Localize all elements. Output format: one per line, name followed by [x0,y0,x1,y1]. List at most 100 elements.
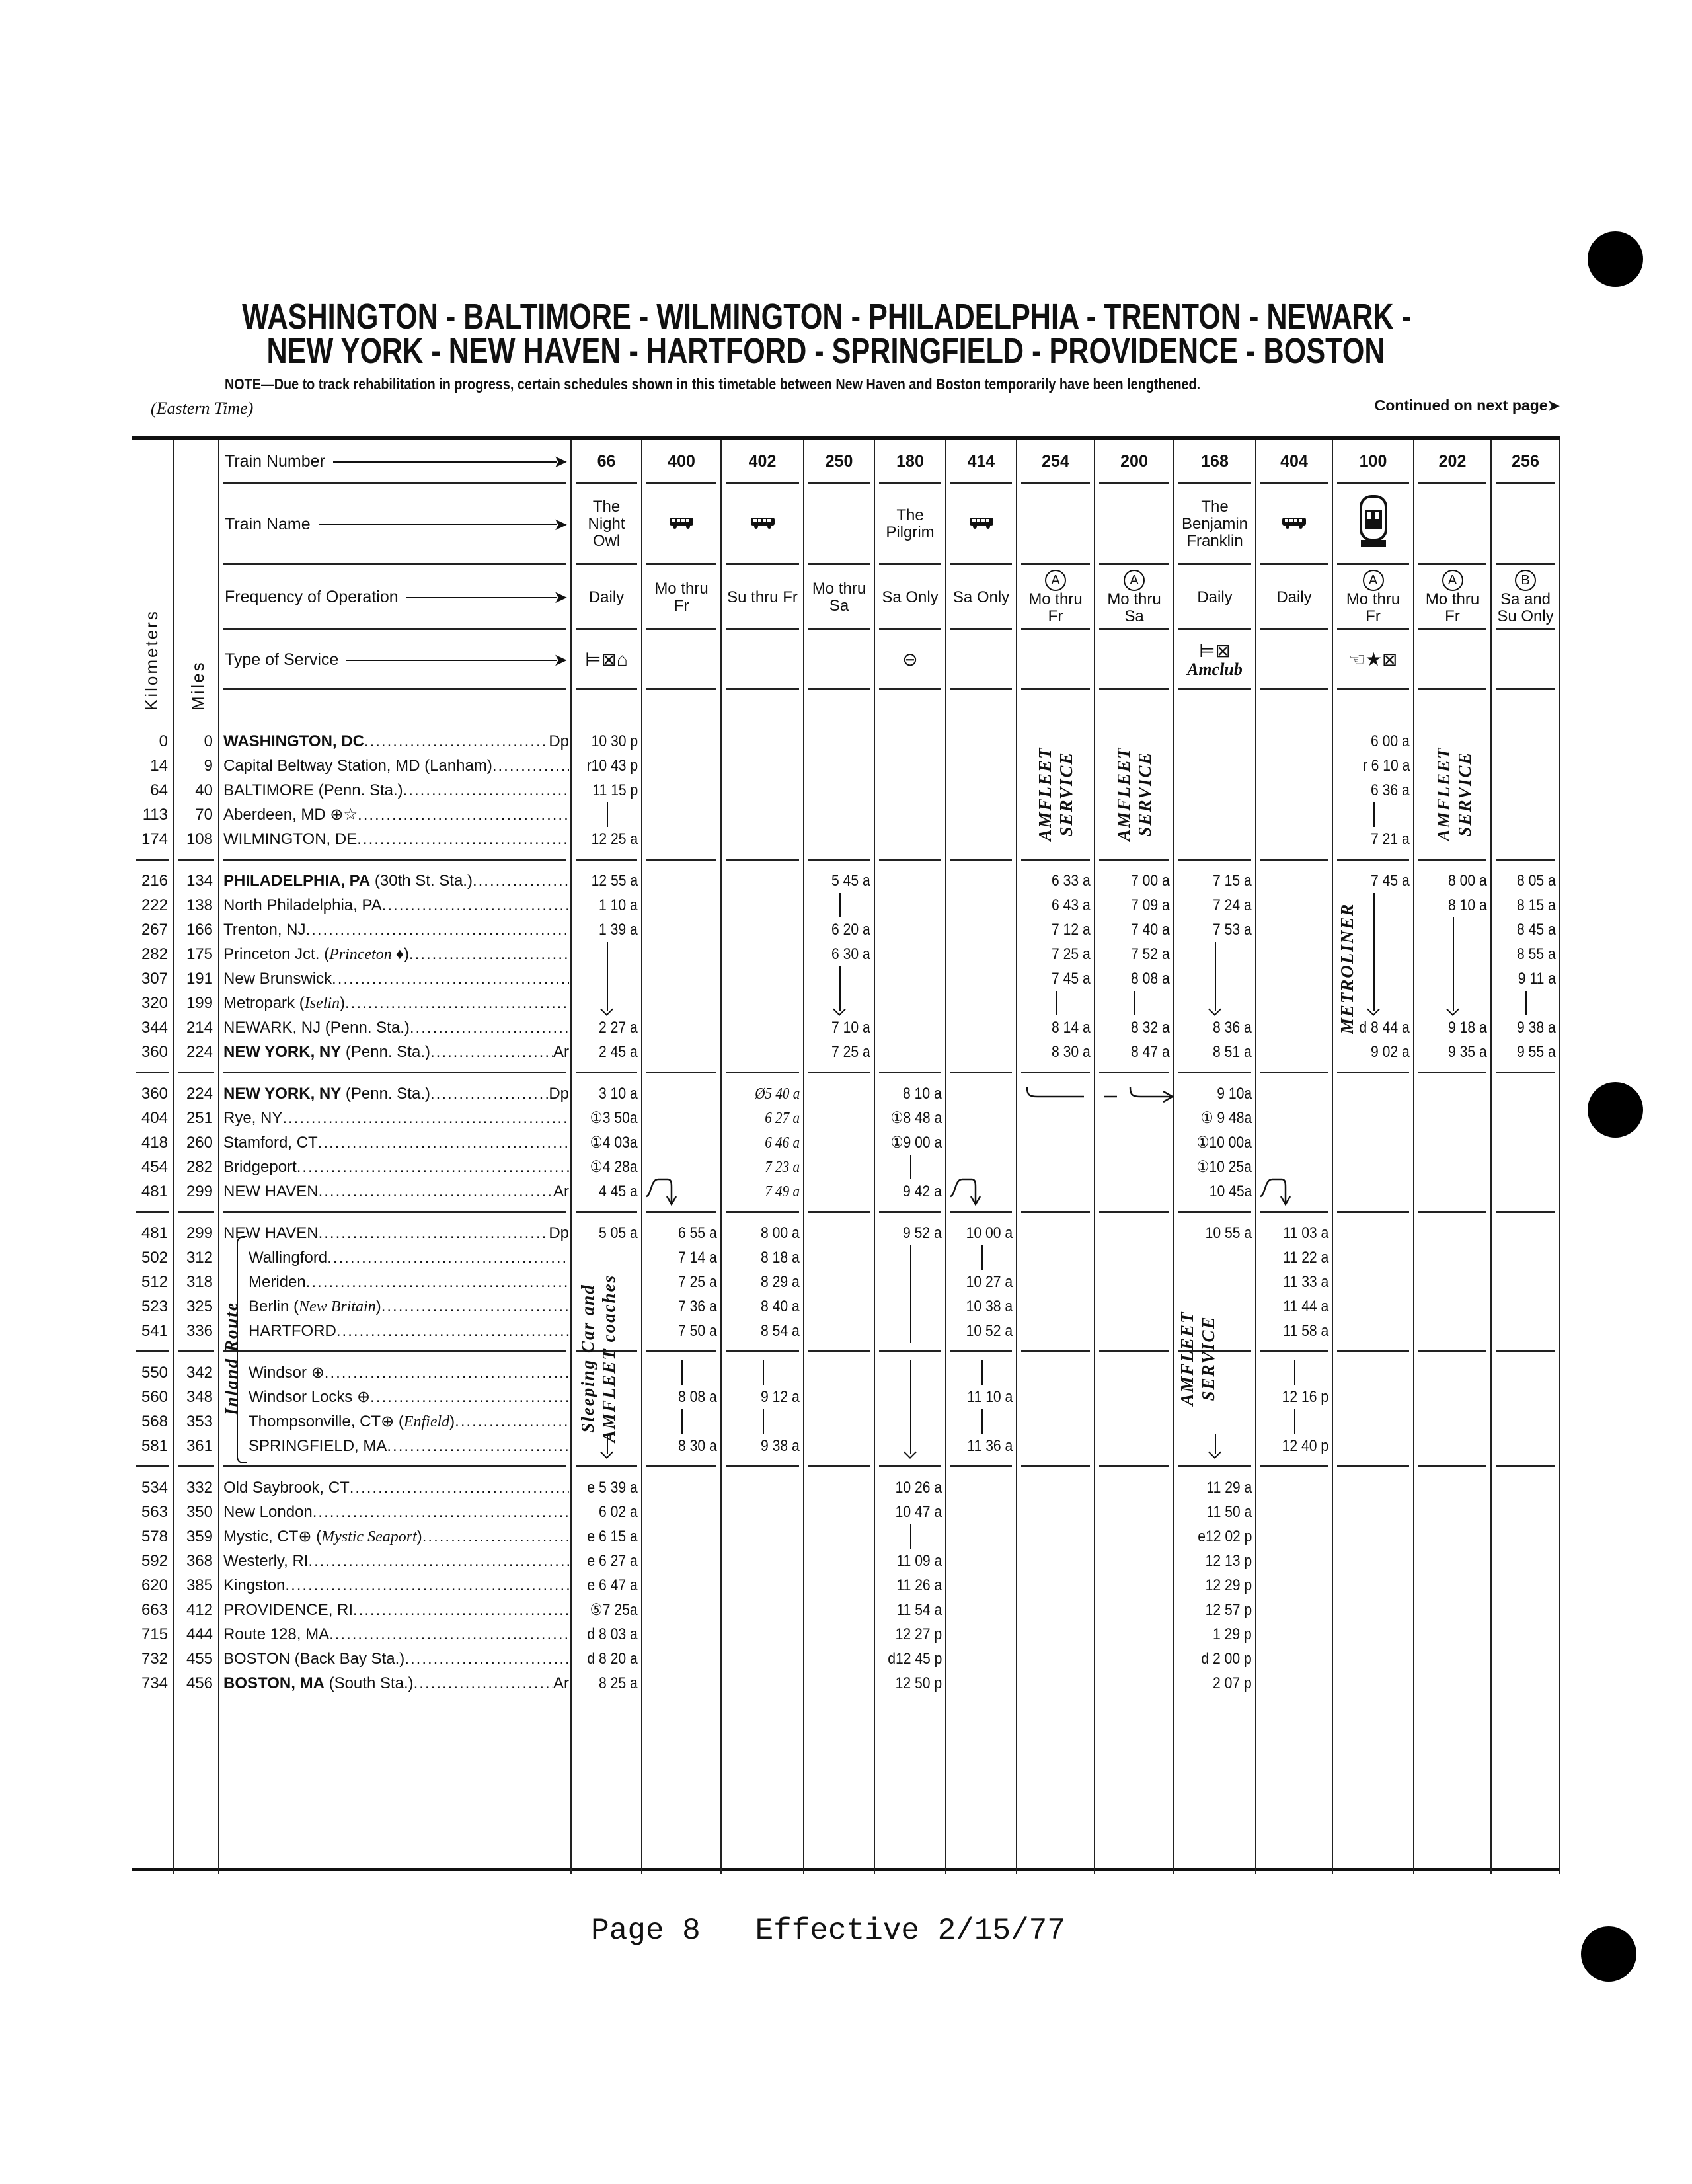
time-cell-train-400: 7 25 a [641,1270,721,1294]
header-label-cell: Train Name ➤ [218,484,571,565]
departure-time: ⑤7 25a [590,1601,638,1619]
time-cell-train-168: 8 36 a [1173,1015,1256,1040]
time-cell-train-402 [720,1409,804,1434]
depart-arrive-label: Ar [553,1042,569,1061]
time-cell-train-400: 8 30 a [641,1434,721,1458]
frequency-mark: B [1492,569,1559,591]
time-cell-train-404 [1255,917,1332,942]
time-cell-train-414 [945,917,1017,942]
time-cell-train-180 [874,966,946,991]
time-cell-train-202 [1413,802,1491,827]
station-qualifier: Mystic Seaport [321,1528,417,1545]
dot-leader [327,1249,569,1267]
train-name-text: Train Name [225,514,311,533]
time-cell-train-404 [1255,991,1332,1015]
station-name-text: SPRINGFIELD, MA [249,1436,387,1455]
divider-cell [132,1204,174,1221]
departure-time: e 5 39 a [587,1478,638,1497]
station-name: New London [223,1503,569,1522]
empty-cell [1016,1696,1095,1874]
time-cell-train-402 [720,827,804,851]
station-cell: PHILADELPHIA, PA (30th St. Sta.) [218,869,571,893]
time-cell-train-200 [1094,1294,1174,1319]
divider-cell [1173,1458,1256,1475]
time-cell-train-250 [803,1647,874,1671]
time-cell-train-180 [874,1319,946,1343]
station-name-text: Mystic, CT⊕ ( [223,1528,322,1545]
time-cell-train-250 [803,1524,874,1549]
time-cell-train-200 [1094,1130,1174,1155]
time-cell-train-202 [1413,1524,1491,1549]
time-cell-train-200 [1094,1573,1174,1598]
station-name-text: Westerly, RI [223,1551,309,1570]
continuation-line [910,1385,911,1409]
time-cell-train-180: 12 50 p [874,1671,946,1696]
time-cell-train-402: 8 40 a [720,1294,804,1319]
km-cell: 592 [141,1551,168,1570]
frequency-mark-A: A [1362,569,1384,591]
station-name: Thompsonville, CT⊕ (Enfield) [249,1412,569,1431]
empty-cell [173,1696,219,1874]
departure-time: 7 49 a [765,1183,800,1200]
time-cell-train-100: 6 00 a [1332,729,1414,754]
time-cell-train-66 [570,1270,642,1294]
station-name: BOSTON, MA (South Sta.) Ar [223,1674,569,1693]
time-cell-train-254: 7 12 a [1016,917,1095,942]
time-cell-train-250 [803,1598,874,1622]
continuation-line [910,1294,911,1319]
departure-time: r 6 10 a [1362,756,1410,775]
station-name: Berlin (New Britain) [249,1298,569,1316]
empty-cell [1255,1696,1332,1874]
frequency-line: Fr [1365,607,1381,625]
km-cell: 512 [141,1272,168,1291]
continuation-line [606,942,608,966]
time-cell-train-254 [1016,1500,1095,1524]
station-cell: NEWARK, NJ (Penn. Sta.) [218,1015,571,1040]
train-180-frequency: Sa Only [874,565,946,630]
time-cell-train-400: 6 55 a [641,1221,721,1245]
time-cell-train-402 [720,1647,804,1671]
time-cell-train-250 [803,1573,874,1598]
dining-car-icon: ⊠ [601,648,617,670]
continuation-line [981,1409,983,1434]
time-cell-train-100 [1332,802,1414,827]
time-cell-train-414 [945,1598,1017,1622]
train-100-train-name [1332,484,1414,565]
time-cell-train-66: ①4 03a [570,1130,642,1155]
train-202-frequency: A Mo thru Fr [1413,565,1491,630]
miles-cell: 359 [173,1524,219,1549]
time-cell-train-66 [570,1245,642,1270]
time-cell-train-256 [1490,1270,1560,1294]
miles-cell: 325 [173,1294,219,1319]
km-cell: 307 [141,969,168,988]
time-cell-train-250 [803,1360,874,1385]
time-cell-train-180: 11 09 a [874,1549,946,1573]
time-cell-train-168 [1173,1294,1256,1319]
departure-time: 1 29 p [1213,1625,1252,1643]
service-icons: ⊖ [875,650,945,670]
spacer-cell [1332,690,1414,729]
station-cell: Windsor ⊕ [218,1360,571,1385]
arrow-line [406,596,558,598]
departure-time: 8 18 a [761,1248,800,1267]
timetable: Kilometers Miles Train Number ➤ 66 400 402 250 1… [132,436,1560,1874]
time-cell-train-202 [1413,1434,1491,1458]
time-cell-train-256 [1490,802,1560,827]
departure-time: ①10 25a [1196,1158,1252,1176]
train-402-train-name [720,484,804,565]
spacer-cell [720,690,804,729]
header-label-cell: Type of Service ➤ [218,630,571,690]
dining-car-icon: ⊠ [1381,648,1398,670]
time-cell-train-180 [874,729,946,754]
divider-cell [1016,851,1095,869]
time-cell-train-100 [1332,1409,1414,1434]
station-qualifier: Enfield [403,1413,450,1430]
divider-cell [945,1064,1017,1081]
departure-time: 8 54 a [761,1321,800,1340]
station-name-text: Thompsonville, CT⊕ ( [249,1413,404,1430]
train-414-service [945,630,1017,690]
time-cell-train-100 [1332,1598,1414,1622]
departure-time: 8 40 a [761,1297,800,1315]
dining-car-icon: ⊠ [1215,640,1231,661]
